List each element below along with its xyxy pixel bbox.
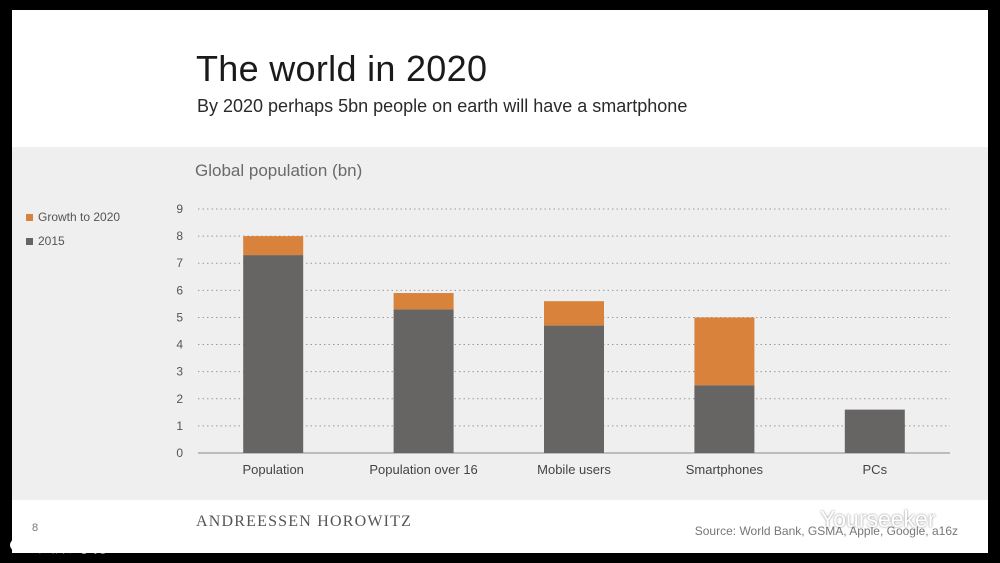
slide: The world in 2020 By 2020 perhaps 5bn pe… <box>12 10 988 553</box>
legend-item-2015: 2015 <box>26 229 120 253</box>
watermark-left: 大数跨境 <box>10 532 106 557</box>
page-title: The world in 2020 <box>196 48 488 89</box>
page-number: 8 <box>32 522 39 534</box>
y-tick-label: 3 <box>176 365 183 379</box>
slide-footer: 8 ANDREESSEN HOROWITZ Source: World Bank… <box>12 500 988 553</box>
bar-2015-1 <box>393 309 454 453</box>
x-tick-label: Mobile users <box>537 462 611 477</box>
bar-2015-0 <box>243 255 304 453</box>
chat-bubble-icon <box>10 536 32 553</box>
source-note: Source: World Bank, GSMA, Apple, Google,… <box>694 524 958 538</box>
watermark-right: Yourseeker <box>792 506 936 533</box>
watermark-left-text: 大数跨境 <box>38 537 106 556</box>
y-tick-label: 0 <box>176 446 183 460</box>
legend-label-growth: Growth to 2020 <box>38 210 121 224</box>
slide-header: The world in 2020 By 2020 perhaps 5bn pe… <box>12 10 988 147</box>
brand-logo-text: ANDREESSEN HOROWITZ <box>196 513 413 530</box>
legend-swatch-growth <box>26 213 33 221</box>
y-tick-label: 6 <box>176 283 183 297</box>
watermark-right-text: Yourseeker <box>820 506 936 532</box>
x-tick-label: Smartphones <box>686 462 764 477</box>
chart-title: Global population (bn) <box>195 161 363 180</box>
y-tick-label: 9 <box>176 202 183 216</box>
y-tick-label: 1 <box>176 419 183 433</box>
x-tick-label: Population <box>242 462 303 477</box>
bar-chart: 0 1 2 3 4 5 6 7 8 9 Population Population over 16 Mo… <box>176 202 950 477</box>
legend-label-2015: 2015 <box>38 234 65 248</box>
bar-2015-2 <box>544 325 604 453</box>
bar-growth-0 <box>243 236 304 256</box>
y-tick-label: 8 <box>176 229 183 243</box>
chart-legend: Growth to 2020 2015 <box>26 205 120 253</box>
y-tick-label: 4 <box>176 338 183 352</box>
x-tick-label: Population over 16 <box>369 462 477 477</box>
bar-growth-3 <box>694 317 755 386</box>
chart-panel: 0 1 2 3 4 5 6 7 8 9 Population Population over 16 Mo… <box>12 147 988 500</box>
page-subtitle: By 2020 perhaps 5bn people on earth will… <box>197 96 688 116</box>
bar-growth-1 <box>393 293 454 310</box>
legend-swatch-2015 <box>26 237 33 245</box>
y-tick-label: 2 <box>176 392 183 406</box>
bar-2015-4 <box>844 409 905 453</box>
y-tick-label: 7 <box>176 256 183 270</box>
bar-2015-3 <box>694 385 755 453</box>
wechat-icon <box>792 511 814 528</box>
y-tick-label: 5 <box>176 310 183 324</box>
bar-growth-2 <box>544 301 604 326</box>
legend-item-growth: Growth to 2020 <box>26 205 120 229</box>
x-tick-label: PCs <box>863 462 888 477</box>
